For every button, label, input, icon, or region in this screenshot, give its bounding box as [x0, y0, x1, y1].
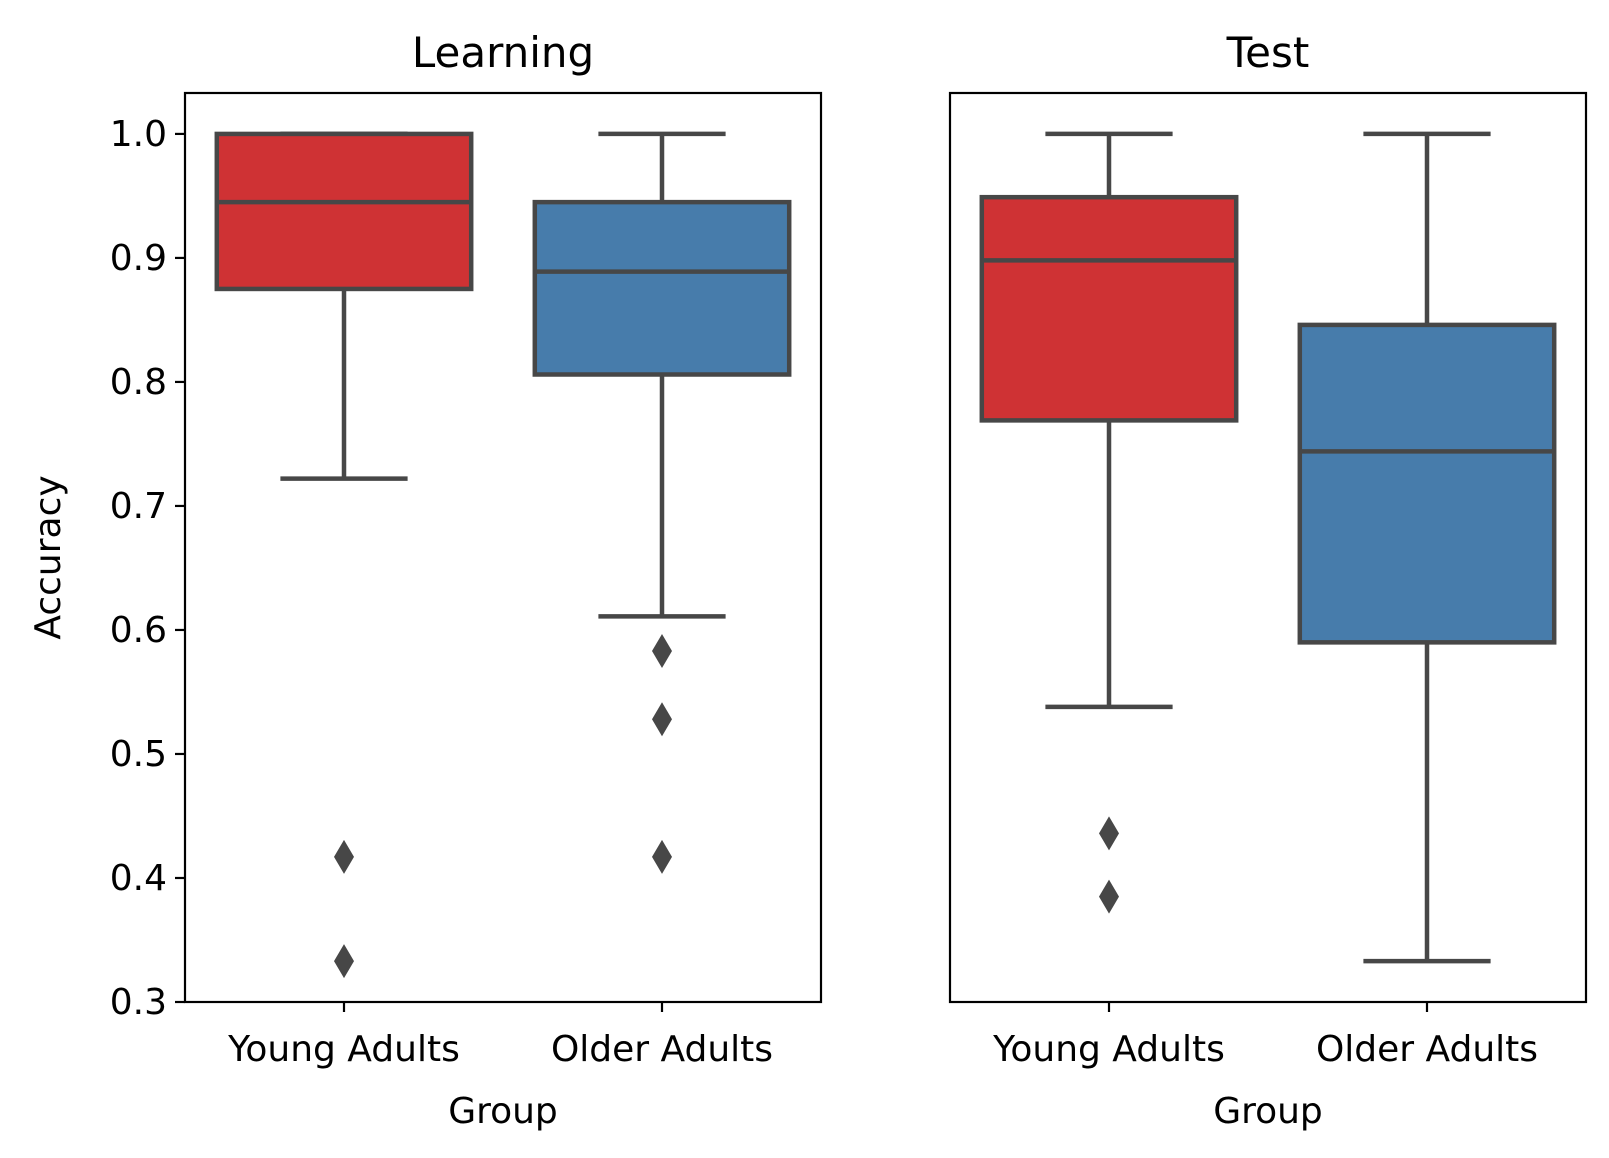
y-tick-label: 0.9: [110, 238, 167, 279]
x-axis-label: Group: [448, 1091, 558, 1132]
box-iqr: [532, 199, 792, 377]
chart-panel-2: Young Adults Older Adults Test Group: [948, 28, 1588, 1132]
y-axis-label: Accuracy: [28, 475, 69, 639]
box-2: [1297, 131, 1557, 964]
box-1: [214, 131, 474, 979]
box-iqr: [979, 194, 1239, 423]
box-1: [979, 131, 1239, 914]
x-axis-label: Group: [1213, 1091, 1323, 1132]
panel-title: Test: [1226, 28, 1310, 77]
outlier-point: [334, 944, 354, 979]
box-iqr: [214, 131, 474, 292]
box-2: [532, 131, 792, 874]
outlier-point: [1099, 879, 1119, 914]
y-tick-label: 0.4: [110, 858, 167, 899]
y-tick-label: 0.5: [110, 734, 167, 775]
outlier-point: [334, 839, 354, 874]
axes-frame: [948, 91, 1588, 1004]
outlier-point: [652, 839, 672, 874]
outlier-point: [652, 702, 672, 737]
x-tick-label: Older Adults: [1316, 1029, 1538, 1070]
x-tick-label: Young Adults: [992, 1029, 1225, 1070]
outlier-point: [1099, 816, 1119, 851]
y-tick-label: 0.7: [110, 486, 167, 527]
axes-frame: [183, 91, 823, 1004]
panel-title: Learning: [412, 28, 594, 77]
y-tick-label: 0.8: [110, 362, 167, 403]
outlier-point: [652, 634, 672, 669]
y-tick-label: 0.6: [110, 610, 167, 651]
box-iqr: [1297, 322, 1557, 645]
x-tick-label: Older Adults: [551, 1029, 773, 1070]
y-tick-label: 1.0: [110, 114, 167, 155]
x-tick-label: Young Adults: [227, 1029, 460, 1070]
y-tick-label: 0.3: [110, 982, 167, 1023]
chart-panel-1: 0.3 0.4 0.5 0.6 0.7 0.8 0.9 1.0 Young Adults Olde…: [28, 28, 823, 1132]
